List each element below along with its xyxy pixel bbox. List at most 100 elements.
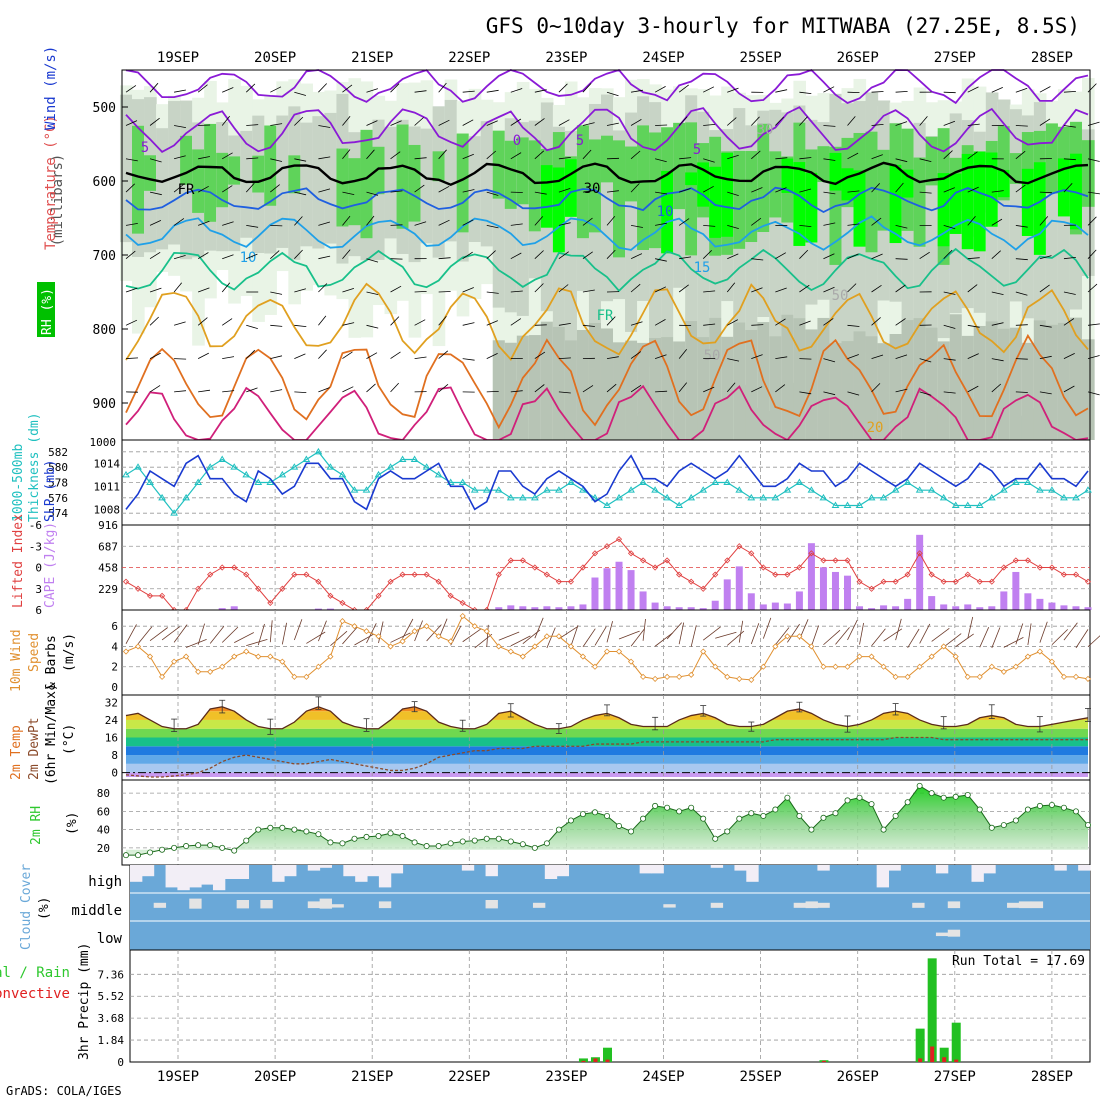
wind-barb — [630, 183, 640, 193]
wind-barb — [366, 383, 376, 393]
wind-barb — [246, 157, 259, 160]
wind-barb — [197, 185, 209, 193]
wind-barb — [342, 191, 355, 195]
wind-speed-point — [315, 663, 322, 670]
temp-label4: (°C) — [62, 724, 77, 755]
rh-cell-dark — [889, 334, 903, 440]
rh-point — [1072, 808, 1079, 815]
rh-cell-bright — [793, 162, 807, 246]
rh-point — [255, 826, 262, 833]
wind-barb — [703, 124, 716, 126]
cloud-cell — [1018, 901, 1032, 909]
wind-speed-point — [940, 643, 947, 650]
cape-bar — [519, 606, 527, 610]
wind-label3: & Barbs — [44, 635, 59, 690]
thickness-point — [831, 501, 840, 508]
wind-barb — [1039, 324, 1052, 328]
wind-barb — [1039, 355, 1052, 359]
cloud-cell — [1007, 902, 1020, 908]
wind-speed-point — [664, 673, 671, 680]
cloud-cell — [307, 901, 321, 909]
thickness-point — [903, 478, 912, 485]
wind-barb — [678, 84, 689, 93]
li-tick-label: 0 — [35, 562, 42, 575]
cloud-cover-panel — [129, 864, 1091, 951]
cloud-row-bg — [130, 921, 1090, 950]
precip-label1: Total / Rain — [0, 965, 70, 981]
wind-barb — [919, 191, 932, 194]
wind-barb — [679, 256, 692, 260]
lifted-index-point — [567, 578, 574, 585]
wind-barb — [655, 258, 667, 262]
rh-point — [507, 838, 514, 845]
thickness-point — [338, 470, 347, 478]
thickness-point — [122, 470, 130, 478]
cloud-cell — [201, 865, 214, 885]
thickness-point — [194, 478, 203, 485]
rh-cell-dark — [492, 340, 506, 440]
cloud-cell — [1054, 865, 1067, 871]
rh-point — [483, 835, 490, 842]
date-label-bottom: 26SEP — [837, 1069, 879, 1085]
rh-cell-bright — [937, 173, 951, 247]
wind-barb — [606, 122, 619, 126]
wind-barb — [1015, 225, 1028, 228]
cape-bar — [579, 604, 587, 610]
rh-cell-bright — [540, 165, 554, 228]
wind-barb — [919, 116, 928, 126]
wind-barb-10m — [293, 619, 303, 641]
rh-cell-green — [192, 149, 205, 213]
wind-barb — [582, 149, 592, 160]
rh-cell-bright — [661, 170, 674, 254]
wind-barb — [630, 321, 643, 326]
lifted-index-point — [243, 571, 250, 578]
wind-barb — [751, 258, 764, 261]
wind-barb — [366, 191, 379, 196]
thickness-point — [386, 463, 395, 470]
wind-barb — [534, 150, 545, 160]
cloud-cell — [793, 902, 807, 908]
wind-barb — [799, 391, 812, 395]
wind-barb — [582, 217, 593, 226]
cloud-cell — [189, 865, 202, 888]
wind-barb — [967, 257, 980, 260]
thickness-point — [326, 463, 335, 470]
dewpoint-line — [125, 736, 1088, 778]
rh-cell-bright — [889, 164, 903, 244]
wind-barb — [270, 123, 283, 126]
cloud-cell — [544, 865, 558, 879]
rh-point — [616, 822, 623, 829]
rh-cell-mid — [119, 94, 133, 243]
wind-barb — [919, 391, 932, 396]
cape-bar — [663, 606, 671, 610]
thickness-point — [915, 486, 924, 493]
lifted-index-point — [627, 550, 635, 557]
rh-point — [712, 835, 719, 842]
wind-barb — [1087, 83, 1097, 93]
wind-barb — [342, 249, 351, 259]
wind-speed-point — [327, 653, 334, 660]
cloud-cell — [165, 865, 178, 888]
wind-barb — [462, 153, 474, 160]
wind-barb — [606, 356, 619, 359]
cape-bar — [615, 561, 623, 610]
wind-speed-point — [207, 668, 214, 675]
cloud-cell — [141, 865, 155, 877]
thickness-point — [795, 478, 804, 485]
wind-speed-point — [159, 673, 166, 680]
rh-cell-bright — [564, 159, 578, 217]
cloud-cell — [485, 865, 498, 877]
cape-right-label: CAPE (J/kg) — [43, 522, 58, 608]
wind-barb-10m — [931, 627, 950, 642]
cloud-label2: (%) — [37, 897, 52, 920]
wind-barb — [967, 151, 978, 160]
wind-barb — [534, 89, 547, 93]
thickness-point — [651, 486, 659, 493]
rh-point — [628, 828, 635, 835]
cape-bar — [314, 608, 322, 610]
wind-barb-10m — [1027, 623, 1032, 646]
cape-bar — [976, 607, 984, 610]
rh-point — [784, 794, 791, 801]
thickness-point — [615, 493, 623, 501]
rh-cell-dark — [793, 318, 807, 440]
